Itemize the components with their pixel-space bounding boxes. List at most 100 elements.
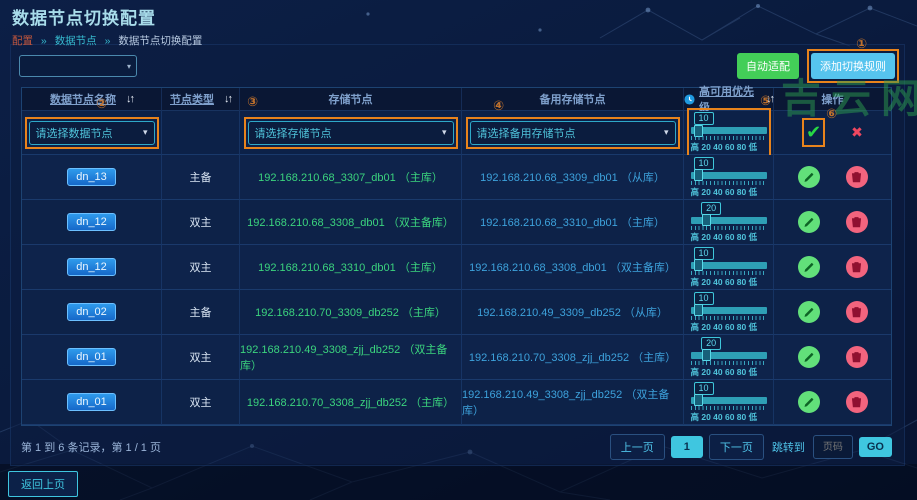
storage-node: 192.168.210.68_3310_db01 （主库） [258,262,443,274]
datanode-badge[interactable]: dn_13 [67,168,116,186]
slider-ticks [690,225,767,230]
delete-button[interactable] [845,256,868,278]
priority-slider[interactable]: 10 高 20 40 60 80 低 [690,156,767,198]
slider-handle[interactable] [694,304,704,316]
priority-slider[interactable]: 10 高 20 40 60 80 低 [690,291,767,333]
slider-track[interactable] [690,349,767,361]
priority-value: 10 [693,381,714,395]
jump-to-label: 跳转到 [771,442,805,454]
node-type: 主备 [189,172,212,184]
datanode-badge[interactable]: dn_02 [67,303,116,321]
slider-track[interactable] [690,394,767,406]
pencil-icon [804,262,814,272]
confirm-check-icon[interactable]: ✔ [806,122,822,142]
chevron-down-icon: ▾ [142,127,148,137]
slider-track[interactable] [690,214,767,226]
add-switch-rule-button[interactable]: 添加切换规则 [811,53,895,79]
main-panel: ▾ 自动适配 添加切换规则 数据节点名称 ↓↑ 节点类型 ↓↑ 存储节点 备用存… [10,44,905,466]
priority-value: 20 [701,201,722,215]
back-button[interactable]: 返回上页 [8,471,78,497]
toolbar-filter-select[interactable]: ▾ [19,55,137,77]
priority-slider[interactable]: 10 高 20 40 60 80 低 [690,246,767,288]
slider-scale: 高 20 40 60 80 低 [690,276,758,287]
sort-icon[interactable]: ↓↑ [126,93,135,105]
priority-slider[interactable]: 10 高 20 40 60 80 低 [690,381,767,423]
slider-handle[interactable] [694,169,704,181]
chevron-down-icon: ▾ [126,61,131,71]
delete-button[interactable] [845,346,868,368]
slider-track[interactable] [690,259,767,271]
prev-page-button[interactable]: 上一页 [609,434,665,460]
next-page-button[interactable]: 下一页 [708,434,764,460]
delete-button[interactable] [845,211,868,233]
node-type: 双主 [189,397,212,409]
slider-handle[interactable] [701,349,711,361]
delete-button[interactable] [845,391,868,413]
annotation-box-priority-slider: 10 高 20 40 60 80 低 [686,108,771,157]
edit-button[interactable] [797,346,820,368]
table-row: dn_12 双主 192.168.210.68_3308_db01 （双主备库）… [22,200,891,245]
backup-storage-node: 192.168.210.68_3310_db01 （主库） [480,217,665,229]
backup-storage-node: 192.168.210.68_3309_db01 （从库） [480,172,665,184]
breadcrumb-item-config[interactable]: 配置 [12,35,33,47]
delete-button[interactable] [845,166,868,188]
storage-filter-select[interactable]: 请选择存储节点 ▾ [247,120,454,145]
slider-ticks [690,270,767,275]
slider-scale: 高 20 40 60 80 低 [690,366,758,377]
storage-node: 192.168.210.49_3308_zjj_db252 （双主备库） [240,344,448,372]
slider-track[interactable] [690,169,767,181]
slider-scale: 高 20 40 60 80 低 [690,321,758,332]
bottom-band [0,464,917,500]
edit-button[interactable] [797,211,820,233]
sort-icon[interactable]: ↓↑ [224,93,233,105]
trash-icon [852,352,861,363]
node-type: 双主 [189,262,212,274]
sort-icon[interactable]: ↓↑ [766,93,775,105]
slider-track[interactable] [690,124,767,137]
chevron-down-icon: ▾ [663,127,669,137]
breadcrumb-separator: » [104,35,111,47]
go-button[interactable]: GO [858,437,892,457]
edit-button[interactable] [797,391,820,413]
delete-button[interactable] [845,301,868,323]
edit-button[interactable] [797,256,820,278]
priority-slider[interactable]: 20 高 20 40 60 80 低 [690,201,767,243]
datanode-badge[interactable]: dn_01 [67,393,116,411]
backup-storage-node: 192.168.210.49_3309_db252 （从库） [477,307,668,319]
breadcrumb-item-datanode[interactable]: 数据节点 [54,35,97,47]
breadcrumb-separator: » [40,35,47,47]
edit-button[interactable] [797,301,820,323]
priority-slider[interactable]: 10 高 20 40 60 80 低 [690,112,767,153]
clock-icon [684,93,695,105]
datanode-badge[interactable]: dn_12 [67,213,116,231]
datanode-filter-select[interactable]: 请选择数据节点 ▾ [28,120,155,145]
datanode-badge[interactable]: dn_12 [67,258,116,276]
auto-adapt-button[interactable]: 自动适配 [737,53,799,79]
table-row: dn_01 双主 192.168.210.70_3308_zjj_db252 （… [22,380,891,425]
header-backup-storage-node: 备用存储节点 [462,88,684,111]
header-datanode-name[interactable]: 数据节点名称 ↓↑ [22,88,162,111]
backup-storage-node: 192.168.210.70_3308_zjj_db252 （主库） [468,352,677,364]
rules-table: 数据节点名称 ↓↑ 节点类型 ↓↑ 存储节点 备用存储节点 高可用优先级 ↓↑ … [21,86,892,426]
slider-handle[interactable] [694,259,704,271]
current-page-button[interactable]: 1 [670,436,703,458]
node-type: 双主 [189,352,212,364]
jump-page-input[interactable] [812,435,853,459]
slider-handle[interactable] [694,124,704,137]
cancel-cross-icon[interactable]: ✖ [851,124,863,140]
annotation-box-confirm: ✔ [802,118,826,147]
storage-node: 192.168.210.68_3307_db01 （主库） [258,172,443,184]
priority-value: 10 [693,246,714,260]
datanode-badge[interactable]: dn_01 [67,348,116,366]
pencil-icon [804,217,814,227]
slider-ticks [690,180,767,185]
backup-storage-node: 192.168.210.68_3308_db01 （双主备库） [469,262,676,274]
trash-icon [852,397,861,408]
edit-button[interactable] [797,166,820,188]
backup-storage-filter-select[interactable]: 请选择备用存储节点 ▾ [469,120,676,145]
slider-track[interactable] [690,304,767,316]
slider-handle[interactable] [694,394,704,406]
slider-handle[interactable] [701,214,711,226]
header-node-type[interactable]: 节点类型 ↓↑ [162,88,240,111]
priority-slider[interactable]: 20 高 20 40 60 80 低 [690,336,767,378]
